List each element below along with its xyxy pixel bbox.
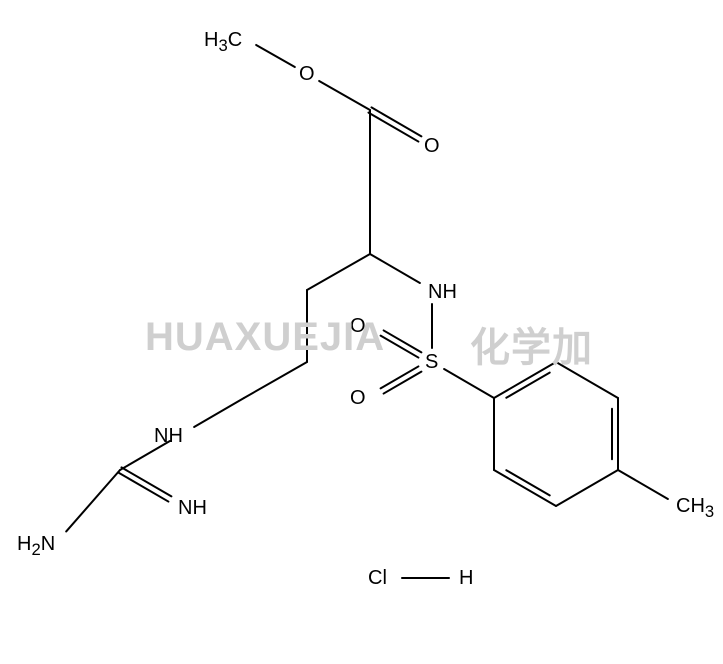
atom-NH2: H2N — [17, 534, 55, 559]
atom-O_dbl: O — [424, 136, 440, 156]
atom-NH_g: NH — [154, 426, 183, 446]
atom-CH3_me: H3C — [204, 30, 242, 55]
atom-O_me: O — [299, 64, 315, 84]
atom-CH3_ar: CH3 — [676, 496, 714, 521]
molecule-canvas: OH3CONHSOONHNHH2NCH3ClH HUAXUEJIA 化学加 — [0, 0, 723, 664]
atom-N_imine: NH — [178, 498, 207, 518]
atom-H: H — [459, 568, 473, 588]
atom-NH: NH — [428, 282, 457, 302]
atom-Cl: Cl — [368, 568, 387, 588]
atom-O_s2: O — [350, 388, 366, 408]
atom-S: S — [425, 352, 438, 372]
atom-O_s1: O — [350, 316, 366, 336]
